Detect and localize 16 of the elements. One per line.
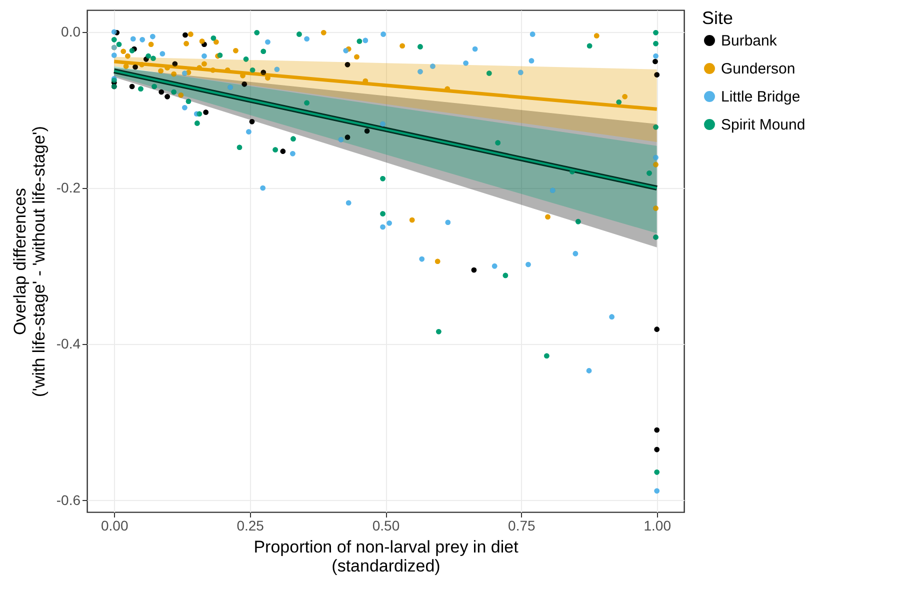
- legend-label: Gunderson: [721, 60, 796, 78]
- x-tick-label: 1.00: [644, 518, 672, 534]
- y-tick-label: -0.4: [56, 336, 81, 352]
- x-tick-label: 0.00: [101, 518, 128, 534]
- y-tick-label: -0.6: [56, 492, 81, 508]
- y-tick-label: -0.2: [56, 180, 81, 196]
- x-axis-title: Proportion of non-larval prey in diet (standardized): [254, 538, 519, 576]
- legend-label: Burbank: [721, 32, 778, 50]
- y-tick-label: 0.0: [61, 23, 81, 40]
- x-tick-label: 0.50: [372, 518, 400, 534]
- x-tick-label: 0.25: [236, 518, 264, 534]
- y-axis-title: Overlap differences ('with life-stage' - 'without life-stage'): [10, 126, 48, 397]
- x-tick-label: 0.75: [508, 518, 536, 534]
- legend-label: Little Bridge: [721, 88, 800, 106]
- legend-title: Site: [702, 8, 734, 28]
- legend-label: Spirit Mound: [721, 116, 806, 134]
